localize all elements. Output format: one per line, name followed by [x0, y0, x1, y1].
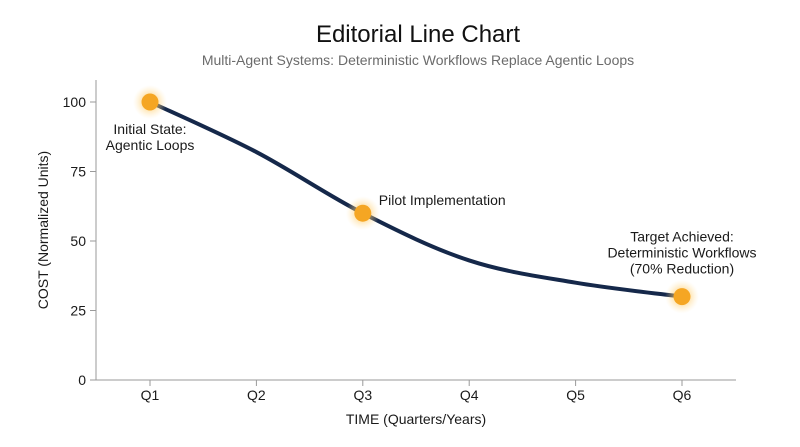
- chart-title: Editorial Line Chart: [316, 21, 520, 48]
- y-axis-label: COST (Normalized Units): [35, 151, 51, 309]
- y-tick-label: 100: [63, 94, 87, 110]
- x-tick-group: Q1 Q2 Q3 Q4 Q5 Q6: [141, 380, 692, 403]
- annotation-line: Target Achieved:: [630, 229, 734, 245]
- highlight-marker: [141, 93, 159, 111]
- y-tick-label: 0: [78, 372, 86, 388]
- x-axis-label: TIME (Quarters/Years): [346, 411, 486, 427]
- y-tick-group: 0 25 50 75 100: [63, 94, 96, 388]
- x-tick-label: Q5: [566, 387, 585, 403]
- x-tick-label: Q1: [141, 387, 160, 403]
- y-tick-label: 50: [70, 233, 86, 249]
- y-tick-label: 25: [70, 303, 86, 319]
- series-line: [148, 100, 684, 299]
- chart-subtitle: Multi-Agent Systems: Deterministic Workf…: [202, 52, 634, 68]
- x-tick-label: Q4: [460, 387, 479, 403]
- annotation-line: Pilot Implementation: [379, 192, 506, 208]
- annotation-line: Agentic Loops: [106, 137, 195, 153]
- annotation-line: (70% Reduction): [630, 261, 734, 277]
- highlight-marker-group: [133, 85, 699, 314]
- highlight-marker: [354, 204, 372, 222]
- x-tick-label: Q3: [353, 387, 372, 403]
- annotation-line: Deterministic Workflows: [607, 245, 756, 261]
- highlight-marker: [673, 288, 691, 306]
- annotation-group: Initial State:Agentic Loops Pilot Impleme…: [106, 121, 757, 277]
- annotation-line: Initial State:: [113, 121, 186, 137]
- x-tick-label: Q2: [247, 387, 266, 403]
- x-tick-label: Q6: [673, 387, 692, 403]
- y-tick-label: 75: [70, 164, 86, 180]
